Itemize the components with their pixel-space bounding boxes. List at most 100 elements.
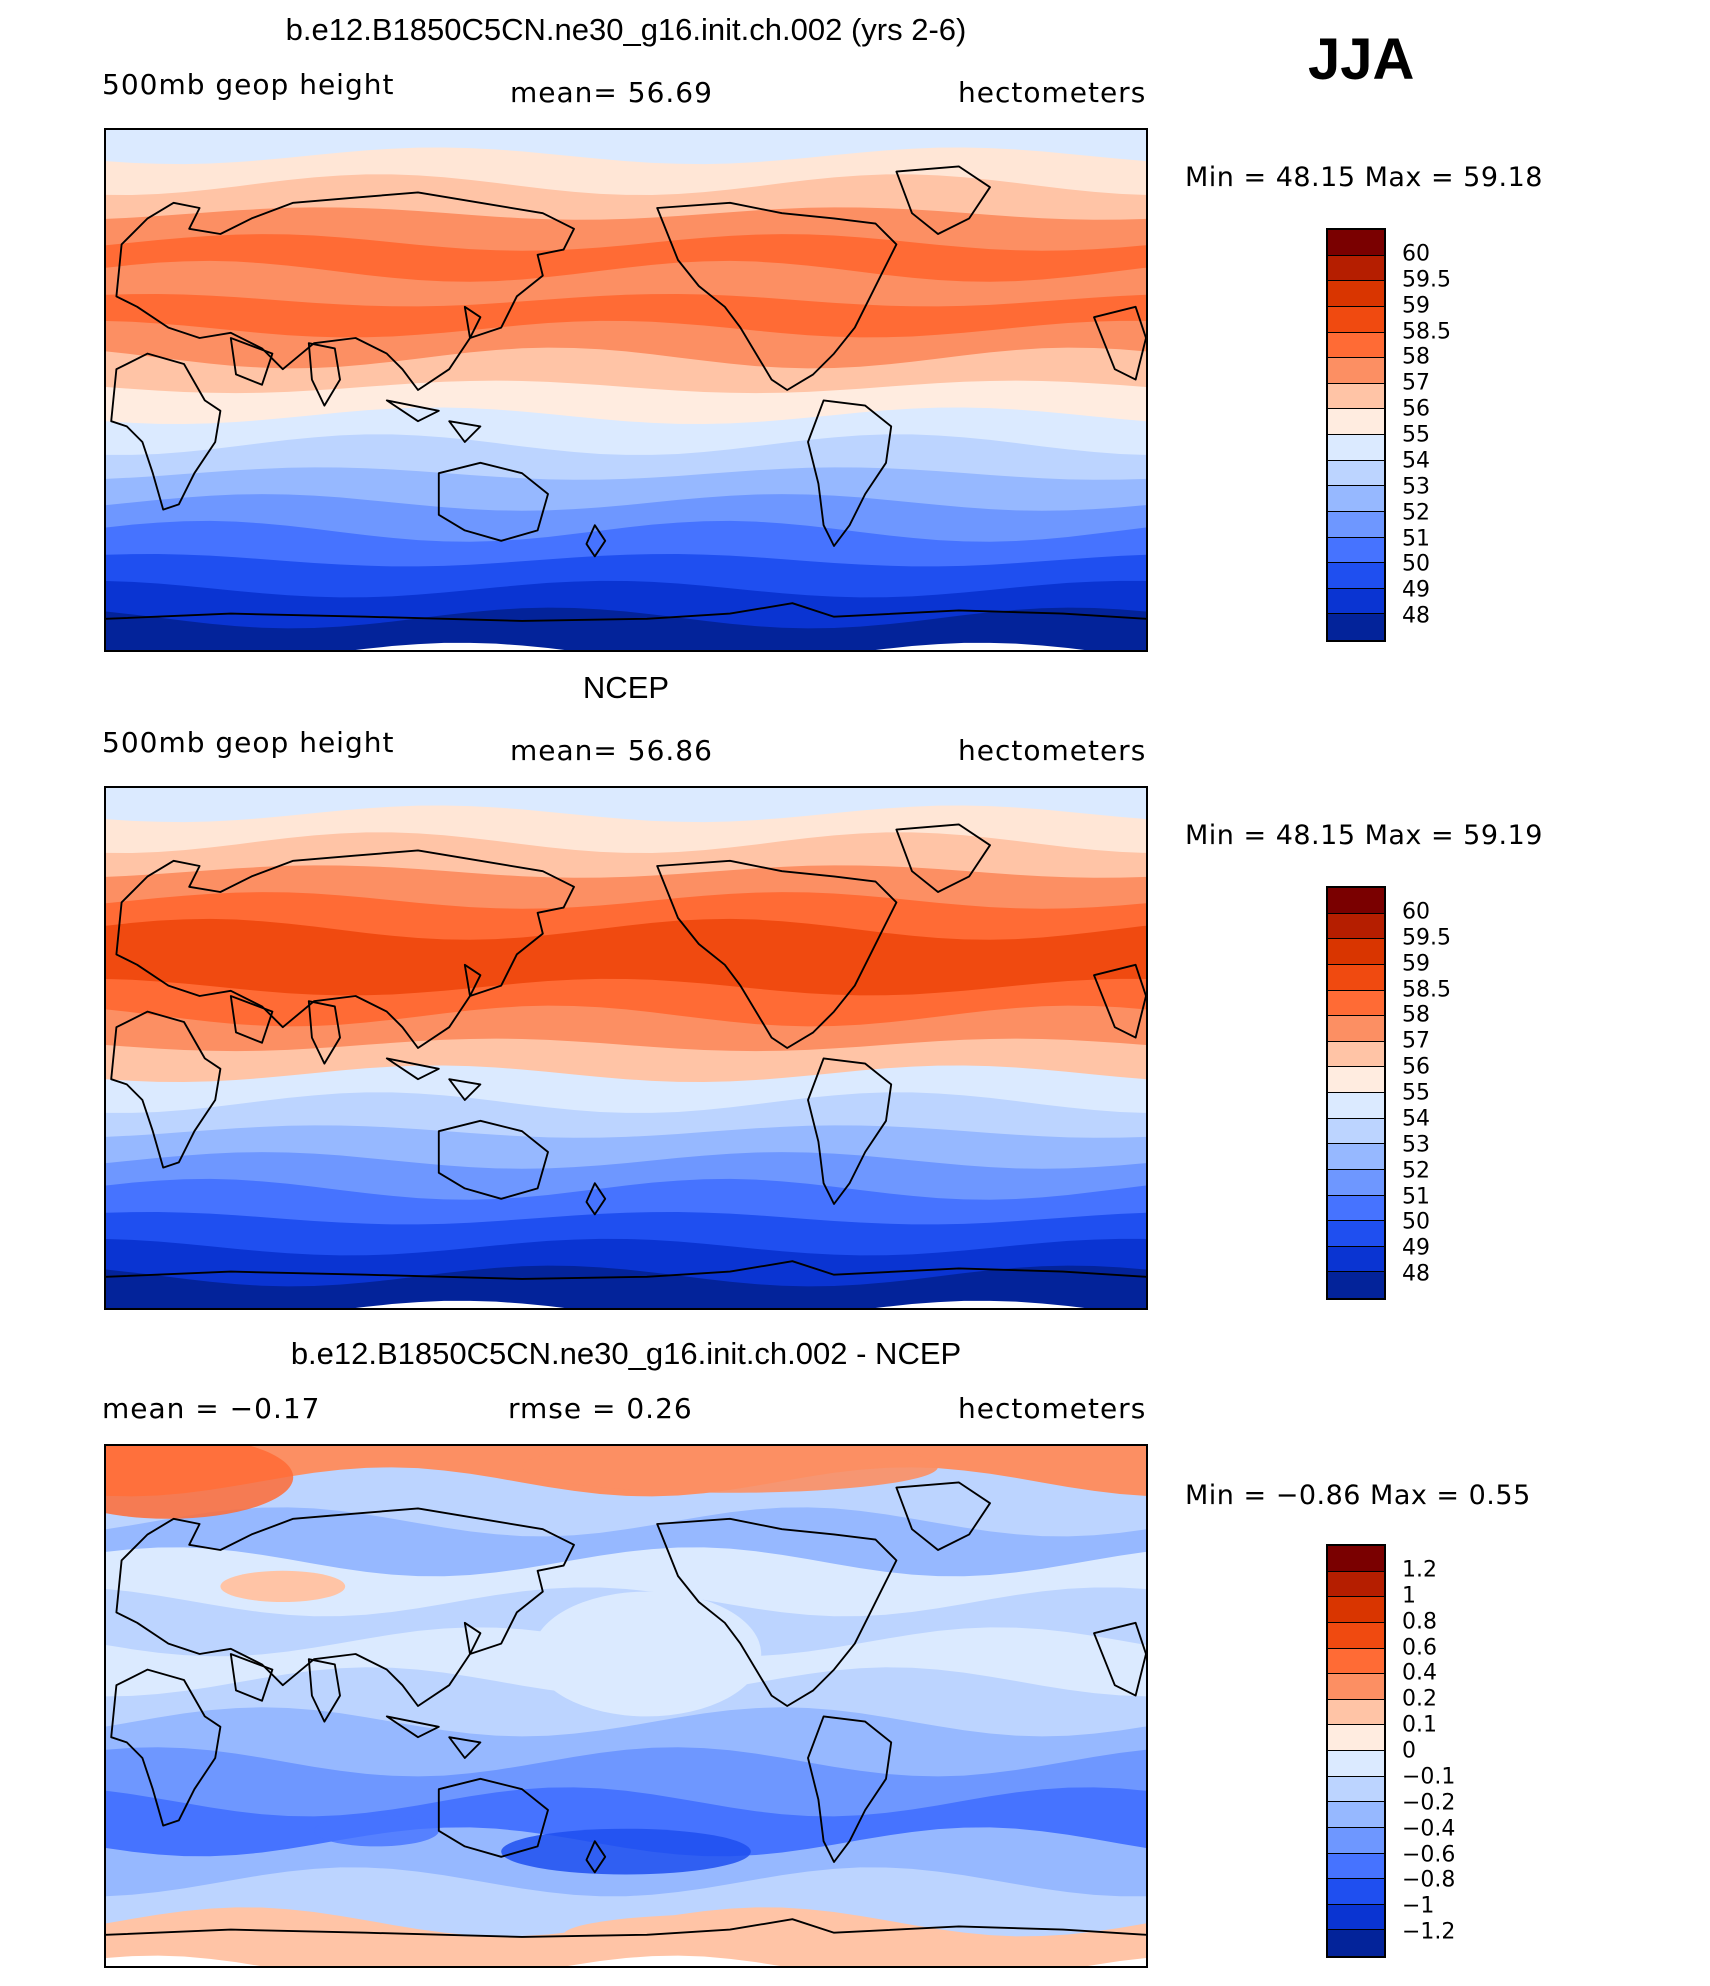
- colorbar-swatch: [1328, 964, 1384, 991]
- colorbar-swatch: [1328, 1827, 1384, 1854]
- coastline: [463, 1621, 482, 1655]
- colorbar-swatch: [1328, 1571, 1384, 1598]
- colorbar-label: 49: [1402, 577, 1430, 603]
- field-band: [106, 1547, 1146, 1625]
- field-band: [106, 580, 1146, 633]
- coastline: [385, 1715, 440, 1739]
- colorbar-swatch: [1328, 1041, 1384, 1068]
- colorbar-swatch: [1328, 1776, 1384, 1803]
- field-band: [106, 347, 1146, 404]
- coastline: [229, 995, 274, 1044]
- colorbar-label: 58: [1402, 344, 1430, 370]
- panel-model-variable-label: 500mb geop height: [102, 68, 395, 101]
- map-obs-svg: [106, 788, 1146, 1308]
- anomaly-blob: [314, 1815, 439, 1847]
- coastline: [463, 305, 482, 339]
- colorbar-label: 51: [1402, 526, 1430, 551]
- coastline: [1093, 1621, 1146, 1697]
- season-label: JJA: [1308, 27, 1415, 92]
- coastline: [656, 201, 898, 391]
- panel-obs-title: NCEP: [582, 670, 670, 705]
- coastline: [1093, 963, 1146, 1039]
- colorbar-swatch: [1328, 1879, 1384, 1905]
- colorbar-label: −0.2: [1402, 1790, 1456, 1816]
- colorbar-label: 48: [1402, 1261, 1430, 1287]
- colorbar-swatch: [1328, 1751, 1384, 1777]
- colorbar-swatch: [1328, 1221, 1384, 1247]
- colorbar-swatch: [1328, 1725, 1384, 1751]
- map-obs-geopotential-height: [104, 786, 1148, 1310]
- coastline: [895, 1481, 991, 1551]
- coastline: [110, 352, 222, 511]
- field-band: [106, 1238, 1146, 1291]
- panel-obs-variable-label: 500mb geop height: [102, 726, 395, 759]
- coastline: [106, 1918, 1146, 1938]
- coastline: [115, 191, 575, 391]
- coastline: [448, 1078, 482, 1101]
- field-band: [106, 1265, 1146, 1308]
- colorbar-swatch: [1328, 281, 1384, 307]
- anomaly-blob: [522, 1446, 938, 1493]
- coastline: [895, 165, 991, 235]
- field-band: [106, 494, 1146, 546]
- colorbar-swatch: [1328, 1144, 1384, 1170]
- coastline: [307, 342, 341, 407]
- field-band: [106, 1092, 1146, 1149]
- map-model-svg: [106, 130, 1146, 650]
- coastline: [807, 1715, 893, 1863]
- coastline: [437, 461, 549, 542]
- colorbar-swatch: [1328, 1195, 1384, 1222]
- panel-diff-min-max: Min = −0.86 Max = 0.55: [1185, 1480, 1531, 1511]
- colorbar-swatch: [1328, 1093, 1384, 1119]
- colorbar-label: −1.2: [1402, 1919, 1456, 1945]
- panel-diff-mean-label: mean = −0.17: [102, 1392, 321, 1425]
- colorbar-swatch: [1328, 913, 1384, 940]
- field-band: [106, 1747, 1146, 1825]
- colorbar-label: 1.2: [1402, 1557, 1437, 1583]
- colorbar-swatch: [1328, 1067, 1384, 1093]
- colorbar-swatch: [1328, 1699, 1384, 1726]
- colorbar-swatch: [1328, 1648, 1384, 1675]
- coastline: [807, 1057, 893, 1205]
- colorbar-label: 52: [1402, 1158, 1430, 1184]
- coastline: [110, 1668, 222, 1827]
- colorbar-label: 52: [1402, 500, 1430, 526]
- colorbar-obs: [1326, 886, 1386, 1300]
- colorbar-swatch: [1328, 1169, 1384, 1196]
- colorbar-swatch: [1328, 1674, 1384, 1700]
- colorbar-label: 50: [1402, 1209, 1430, 1235]
- anomaly-blob: [501, 1828, 751, 1875]
- colorbar-swatch: [1328, 1930, 1384, 1956]
- field-band: [106, 1005, 1146, 1062]
- colorbar-swatch: [1328, 888, 1384, 914]
- colorbar-diff: [1326, 1544, 1386, 1958]
- panel-diff-rmse-label: rmse = 0.26: [508, 1392, 693, 1425]
- field-band: [106, 952, 1146, 1000]
- colorbar-label: 57: [1402, 1028, 1430, 1054]
- coastline: [1093, 305, 1146, 381]
- coastline: [385, 399, 440, 423]
- colorbar-label: 0.1: [1402, 1712, 1437, 1738]
- colorbar-swatch: [1328, 1246, 1384, 1273]
- colorbar-swatch: [1328, 1597, 1384, 1623]
- coastline: [895, 823, 991, 893]
- colorbar-swatch: [1328, 1546, 1384, 1572]
- panel-model-title: b.e12.B1850C5CN.ne30_g16.init.ch.002 (yr…: [285, 12, 967, 47]
- field-band: [106, 294, 1146, 342]
- colorbar-swatch: [1328, 1853, 1384, 1880]
- field-band: [106, 320, 1146, 373]
- panel-model-min-max: Min = 48.15 Max = 59.18: [1185, 162, 1543, 193]
- coastline: [585, 1840, 607, 1874]
- colorbar-label: 59.5: [1402, 267, 1451, 293]
- colorbar-label: 59: [1402, 293, 1430, 319]
- colorbar-label: −0.4: [1402, 1816, 1456, 1842]
- map-diff-svg: [106, 1446, 1146, 1966]
- anomaly-blob: [220, 1570, 346, 1602]
- coastline: [385, 1057, 440, 1081]
- panel-diff-title: b.e12.B1850C5CN.ne30_g16.init.ch.002 - N…: [290, 1336, 962, 1371]
- colorbar-label: 58: [1402, 1002, 1430, 1028]
- colorbar-label: 59: [1402, 951, 1430, 977]
- colorbar-swatch: [1328, 588, 1384, 615]
- field-band: [106, 407, 1146, 460]
- coastline: [448, 420, 482, 443]
